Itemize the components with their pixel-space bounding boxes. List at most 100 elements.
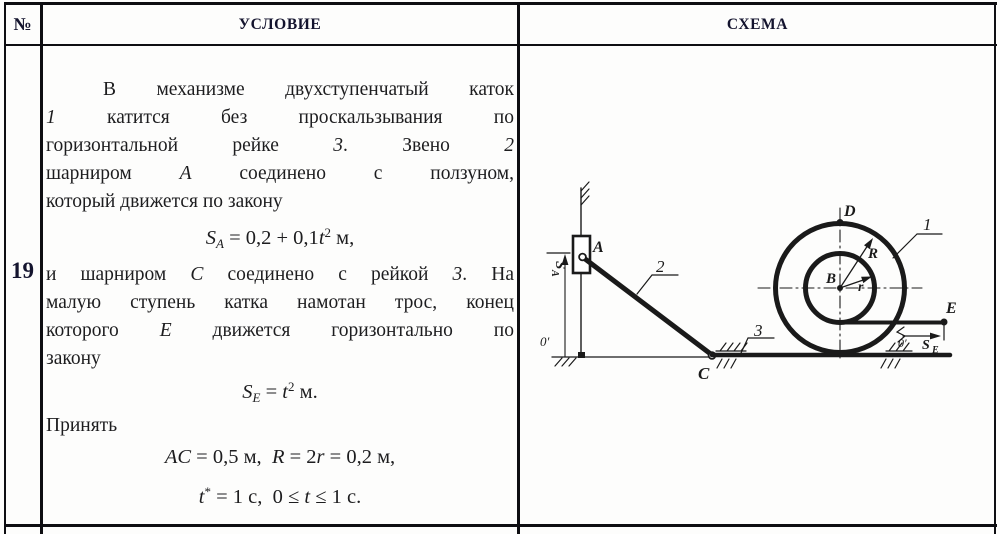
text-segment: соединено с ползуном, bbox=[191, 163, 514, 184]
schema-diagram: A 2 C 3 1 D B R r E 0′ 0′ S A S E bbox=[540, 181, 957, 383]
text-segment: горизонтальной рейке bbox=[46, 135, 334, 156]
text-segment: шарниром bbox=[46, 163, 180, 184]
label-sa-sub: A bbox=[549, 269, 560, 277]
text-segment: 2 bbox=[324, 225, 332, 240]
text-segment: . Звено bbox=[342, 135, 505, 156]
text-segment: S bbox=[205, 227, 216, 249]
condition-line: SE = t2 м. bbox=[46, 373, 514, 412]
text-segment: AC bbox=[164, 446, 192, 468]
condition-line: SA = 0,2 + 0,1t2 м, bbox=[46, 216, 514, 261]
radius-R-arrowhead bbox=[864, 238, 873, 250]
text-segment: A bbox=[215, 236, 224, 251]
text-segment: t bbox=[282, 381, 288, 403]
text-segment: и шарниром bbox=[46, 264, 191, 285]
text-segment: t bbox=[198, 486, 205, 508]
text-segment: 3 bbox=[452, 264, 463, 285]
label-a: A bbox=[592, 239, 604, 256]
table-border-left bbox=[4, 2, 6, 534]
label-link1: 1 bbox=[923, 215, 932, 234]
text-segment: м, bbox=[331, 227, 355, 249]
text-segment: м. bbox=[294, 381, 318, 403]
ground-hatch-left bbox=[554, 357, 577, 367]
rail-hatch-right-top bbox=[885, 342, 913, 352]
label-origin-left: 0′ bbox=[540, 334, 550, 349]
table-border-top bbox=[4, 2, 997, 5]
text-segment: S bbox=[242, 381, 253, 403]
text-segment: = 1 с, 0 ≤ bbox=[210, 486, 305, 508]
link-2-rod bbox=[580, 254, 715, 358]
text-segment: 2 bbox=[287, 379, 295, 394]
condition-line: Принять bbox=[46, 412, 514, 440]
condition-line: закону bbox=[46, 345, 514, 373]
table-border-row-bottom bbox=[4, 524, 997, 527]
radius-r-arrowhead bbox=[861, 276, 872, 284]
label-sa-main: S bbox=[552, 261, 568, 269]
label-d: D bbox=[843, 203, 856, 220]
label-radius-R: R bbox=[867, 246, 878, 262]
condition-line: горизонтальной рейке 3. Звено 2 bbox=[46, 132, 514, 160]
text-segment: 2 bbox=[504, 135, 514, 156]
text-segment: соединено с рейкой bbox=[203, 264, 453, 285]
text-segment: r bbox=[316, 446, 325, 468]
text-segment: = 0,5 м, bbox=[191, 446, 272, 468]
condition-line: и шарниром C соединено с рейкой 3. На bbox=[46, 261, 514, 289]
guide-foot-block bbox=[578, 352, 585, 358]
text-segment: E bbox=[252, 390, 261, 405]
text-segment: катится без проскальзывания по bbox=[55, 107, 514, 128]
label-se-sub: E bbox=[931, 345, 939, 356]
header-cell-condition: УСЛОВИЕ bbox=[238, 15, 322, 33]
text-segment: . На bbox=[462, 264, 514, 285]
rail-hatch-right-bottom bbox=[880, 358, 901, 369]
condition-line: t* = 1 с, 0 ≤ t ≤ 1 с. bbox=[46, 474, 514, 515]
condition-line: малую ступень катка намотан трос, конец bbox=[46, 289, 514, 317]
text-segment: A bbox=[179, 163, 192, 184]
se-arrowhead bbox=[930, 332, 941, 340]
condition-line: шарниром A соединено с ползуном, bbox=[46, 160, 514, 188]
label-e: E bbox=[945, 300, 957, 317]
sa-arrowhead bbox=[561, 254, 569, 265]
condition-line: 1 катится без проскальзывания по bbox=[46, 104, 514, 132]
text-segment: = bbox=[260, 381, 283, 403]
text-segment: малую ступень катка намотан трос, конец bbox=[46, 292, 514, 313]
text-segment: = 0,2 м, bbox=[324, 446, 396, 468]
point-e-dot bbox=[940, 318, 948, 326]
row-number: 19 bbox=[11, 258, 34, 283]
roller-inner-circle bbox=[803, 251, 877, 325]
text-segment: 3 bbox=[333, 135, 343, 156]
text-segment: ≤ 1 с. bbox=[310, 486, 362, 508]
text-segment: закону bbox=[46, 348, 101, 369]
text-segment: который движется по закону bbox=[46, 191, 283, 212]
text-segment: E bbox=[159, 320, 172, 341]
text-segment: В механизме двухступенчатый каток bbox=[103, 79, 514, 100]
label-2-leader bbox=[636, 274, 679, 295]
condition-line: В механизме двухступенчатый каток bbox=[46, 76, 514, 104]
label-1-leader bbox=[892, 233, 943, 259]
text-segment: Принять bbox=[46, 415, 118, 436]
condition-line: AC = 0,5 м, R = 2r = 0,2 м, bbox=[46, 440, 514, 474]
header-cell-schema: СХЕМА bbox=[726, 15, 789, 33]
label-link2: 2 bbox=[656, 257, 665, 276]
rail-hatch-left-bottom bbox=[716, 358, 737, 369]
wall-hatch-top bbox=[580, 181, 590, 206]
text-segment: = 2 bbox=[284, 446, 317, 468]
header-cell-number: № bbox=[13, 14, 32, 34]
table-border-right bbox=[994, 2, 996, 534]
label-c: C bbox=[698, 364, 710, 383]
table-border-header-bottom bbox=[4, 44, 997, 46]
text-segment: 1 bbox=[46, 107, 56, 128]
text-segment: = 0,2 + 0,1 bbox=[223, 227, 319, 249]
label-rail3: 3 bbox=[753, 321, 763, 340]
point-d-dot bbox=[836, 219, 844, 226]
table-divider-num bbox=[40, 2, 43, 534]
condition-text: В механизме двухступенчатый каток 1 катит… bbox=[46, 45, 514, 515]
label-se-main: S bbox=[922, 338, 930, 353]
text-segment: C bbox=[190, 264, 204, 285]
text-segment: которого bbox=[46, 320, 160, 341]
pin-a-hinge bbox=[578, 252, 587, 262]
condition-line: которого E движется горизонтально по bbox=[46, 317, 514, 345]
radius-R-arrow-line bbox=[839, 241, 871, 289]
label-sa-group: S A bbox=[549, 261, 568, 277]
text-segment: t bbox=[304, 486, 311, 508]
text-segment: * bbox=[204, 484, 211, 499]
origin-right-squiggle bbox=[895, 326, 907, 343]
